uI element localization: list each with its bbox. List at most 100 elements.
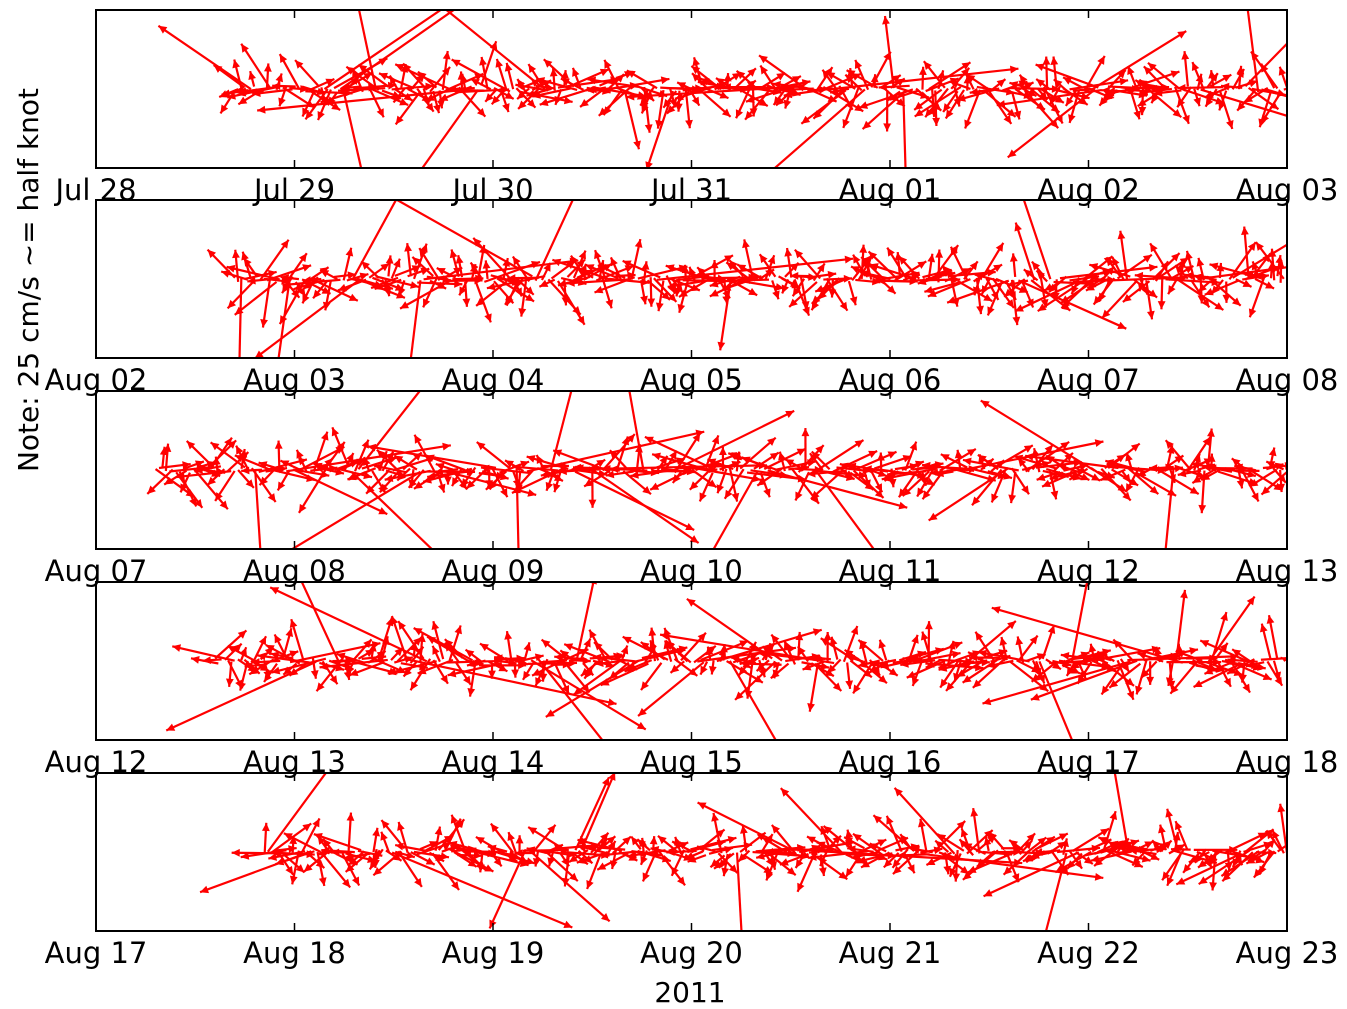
vector-arrowhead xyxy=(790,271,799,280)
vector-arrowhead xyxy=(587,843,597,852)
x-tick-label: Aug 17 xyxy=(45,936,148,970)
vector-arrowhead xyxy=(1122,473,1131,483)
vector-arrowhead xyxy=(844,649,854,658)
vector-arrowhead xyxy=(983,293,993,302)
vector-arrowhead xyxy=(859,101,869,109)
vector-arrowhead xyxy=(599,850,609,859)
vector-arrowhead xyxy=(685,522,695,531)
vector-arrowhead xyxy=(1218,101,1226,111)
vector-arrowhead xyxy=(1142,254,1152,263)
vector-arrowhead xyxy=(995,242,1004,252)
vector-arrowhead xyxy=(274,634,282,644)
vector-arrowhead xyxy=(708,665,717,675)
vector-arrowhead xyxy=(1036,473,1046,481)
vector-arrowhead xyxy=(738,666,748,676)
vector-arrowhead xyxy=(806,836,816,844)
vector-arrowhead xyxy=(716,484,725,494)
vector-arrow xyxy=(1279,803,1287,854)
vector-arrowhead xyxy=(454,337,462,346)
vector-arrowhead xyxy=(342,878,351,888)
vector-arrowhead xyxy=(642,485,651,495)
vector-arrowhead xyxy=(1266,830,1275,840)
vector-arrowhead xyxy=(894,787,903,797)
vector-arrowhead xyxy=(410,681,419,691)
vector-arrowhead xyxy=(440,674,448,684)
vector-arrowhead xyxy=(982,697,992,706)
vector-arrowhead xyxy=(234,421,242,429)
vector-arrowhead xyxy=(1006,299,1014,308)
vector-arrowhead xyxy=(843,274,853,283)
vector-arrowhead xyxy=(818,290,827,300)
vector-arrowhead xyxy=(1257,832,1267,840)
vector-arrowhead xyxy=(724,489,733,499)
vector-arrowhead xyxy=(895,98,905,107)
vector-arrowhead xyxy=(790,262,799,272)
vector-arrowhead xyxy=(851,852,861,861)
vector-arrow xyxy=(928,467,1010,522)
vector-arrowhead xyxy=(770,670,780,679)
vector-arrowhead xyxy=(595,659,604,668)
vector-arrowhead xyxy=(935,249,944,258)
vector-arrowhead xyxy=(1277,803,1286,813)
vector-arrowhead xyxy=(560,78,570,86)
vector-arrowhead xyxy=(1055,864,1065,873)
vector-arrowhead xyxy=(227,440,237,449)
vector-arrowhead xyxy=(709,289,719,297)
vector-arrowhead xyxy=(962,457,972,466)
vector-arrow xyxy=(962,458,1019,472)
vector-arrowhead xyxy=(484,864,494,872)
vector-arrowhead xyxy=(1007,620,1016,630)
vector-arrowhead xyxy=(714,860,723,869)
vector-arrowhead xyxy=(797,882,805,892)
vector-arrow xyxy=(625,85,798,99)
vector-arrowhead xyxy=(387,667,397,676)
vector-arrow xyxy=(1286,662,1287,664)
vector-arrowhead xyxy=(602,777,610,787)
vector-arrowhead xyxy=(914,460,924,469)
vector-arrowhead xyxy=(807,469,816,478)
vector-arrowhead xyxy=(1050,56,1059,65)
vector-arrowhead xyxy=(1226,120,1234,129)
vector-arrowhead xyxy=(462,298,471,307)
vector-arrowhead xyxy=(372,827,380,837)
vector-arrowhead xyxy=(1193,453,1201,463)
vector-arrowhead xyxy=(1009,840,1019,848)
vector-arrowhead xyxy=(1259,623,1268,633)
vector-arrowhead xyxy=(359,272,369,281)
vector-arrowhead xyxy=(924,285,934,294)
vector-arrowhead xyxy=(847,462,857,471)
vector-arrowhead xyxy=(394,455,404,464)
vector-arrowhead xyxy=(823,825,833,835)
vector-arrow xyxy=(409,280,422,358)
vector-arrowhead xyxy=(1067,860,1076,869)
vector-arrowhead xyxy=(877,839,887,847)
vector-arrowhead xyxy=(1132,856,1141,866)
vector-arrowhead xyxy=(280,239,289,249)
vector-arrowhead xyxy=(238,681,246,691)
vector-arrowhead xyxy=(1009,81,1019,89)
vector-arrowhead xyxy=(902,487,912,497)
vector-arrowhead xyxy=(1137,80,1147,89)
vector-arrowhead xyxy=(868,665,878,673)
vector-arrowhead xyxy=(892,859,901,868)
vector-arrowhead xyxy=(373,867,383,876)
vector-arrowhead xyxy=(736,70,746,80)
vector-arrowhead xyxy=(756,662,766,672)
vector-arrow xyxy=(1200,88,1287,117)
vector-arrowhead xyxy=(638,707,647,717)
vector-arrowhead xyxy=(1036,79,1046,88)
vector-arrowhead xyxy=(479,643,489,652)
vector-arrowhead xyxy=(857,856,867,864)
vector-arrowhead xyxy=(1060,866,1069,875)
vector-arrowhead xyxy=(428,0,437,3)
vector-arrow xyxy=(818,439,865,470)
vector-arrowhead xyxy=(947,296,957,304)
vector-arrowhead xyxy=(1291,114,1300,121)
vector-arrowhead xyxy=(532,857,541,867)
vector-arrowhead xyxy=(887,247,895,257)
vector-arrowhead xyxy=(451,59,461,67)
vector-arrow xyxy=(808,663,819,712)
vector-arrowhead xyxy=(476,442,486,451)
vector-arrowhead xyxy=(984,830,993,839)
vector-arrowhead xyxy=(850,266,860,274)
